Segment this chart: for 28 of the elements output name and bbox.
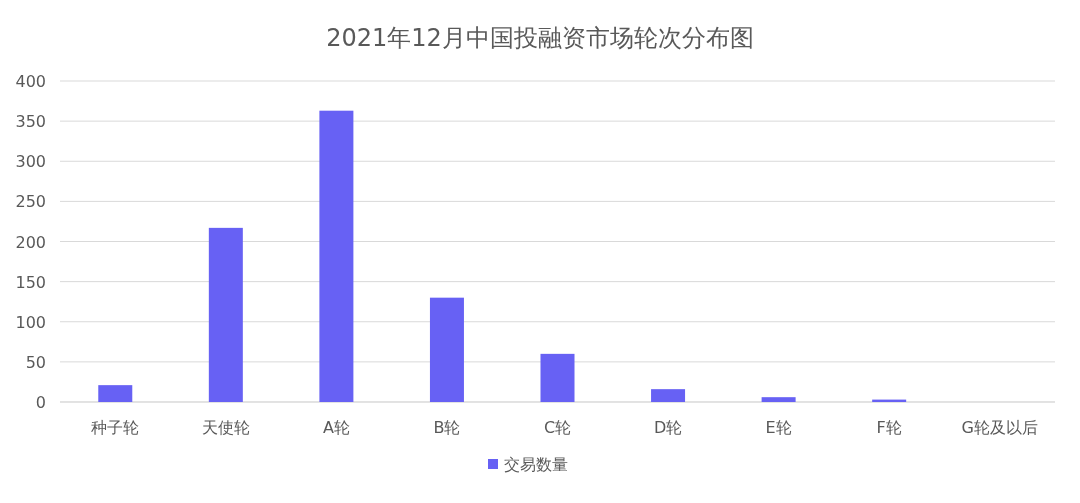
x-tick-label: D轮 — [653, 418, 683, 437]
bar — [98, 385, 133, 402]
y-tick-label: 400 — [15, 72, 46, 91]
bar — [651, 389, 686, 402]
y-tick-label: 150 — [15, 272, 46, 292]
bar — [319, 110, 354, 402]
x-tick-label: A轮 — [322, 418, 350, 437]
chart-title: 2021年12月中国投融资市场轮次分布图 — [326, 24, 754, 52]
legend-label: 交易数量 — [504, 455, 568, 474]
bar — [761, 397, 796, 402]
y-tick-label: 350 — [15, 112, 46, 132]
bar — [540, 353, 575, 402]
legend: 交易数量 — [488, 455, 568, 474]
bar — [429, 297, 464, 402]
y-tick-label: 200 — [15, 232, 46, 252]
bar — [208, 227, 243, 402]
x-tick-label: G轮及以后 — [961, 418, 1038, 437]
x-tick-label: C轮 — [543, 418, 572, 437]
y-tick-label: 0 — [35, 393, 46, 412]
x-tick-label: 种子轮 — [91, 418, 140, 437]
y-tick-label: 100 — [15, 312, 46, 332]
x-tick-label: 天使轮 — [201, 418, 250, 437]
x-tick-label: F轮 — [876, 418, 902, 437]
x-tick-label: E轮 — [765, 418, 792, 437]
y-tick-label: 50 — [25, 352, 46, 372]
x-tick-label: B轮 — [433, 418, 461, 437]
y-tick-label: 300 — [15, 152, 46, 172]
y-tick-label: 250 — [15, 192, 46, 212]
